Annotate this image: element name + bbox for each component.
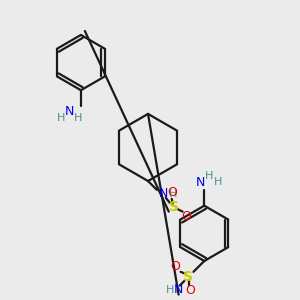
Text: N: N	[196, 176, 205, 188]
Text: O: O	[182, 210, 191, 223]
Text: N: N	[64, 105, 74, 119]
Text: H: H	[166, 285, 174, 295]
Text: H: H	[214, 177, 222, 187]
Text: O: O	[171, 260, 181, 273]
Text: H: H	[74, 113, 82, 123]
Text: O: O	[185, 284, 195, 297]
Text: N: N	[159, 188, 169, 200]
Text: S: S	[169, 200, 179, 214]
Text: H: H	[57, 113, 65, 123]
Text: H: H	[169, 189, 177, 199]
Text: N: N	[174, 283, 183, 296]
Text: O: O	[167, 186, 177, 200]
Text: H: H	[205, 171, 213, 181]
Text: S: S	[184, 270, 194, 284]
